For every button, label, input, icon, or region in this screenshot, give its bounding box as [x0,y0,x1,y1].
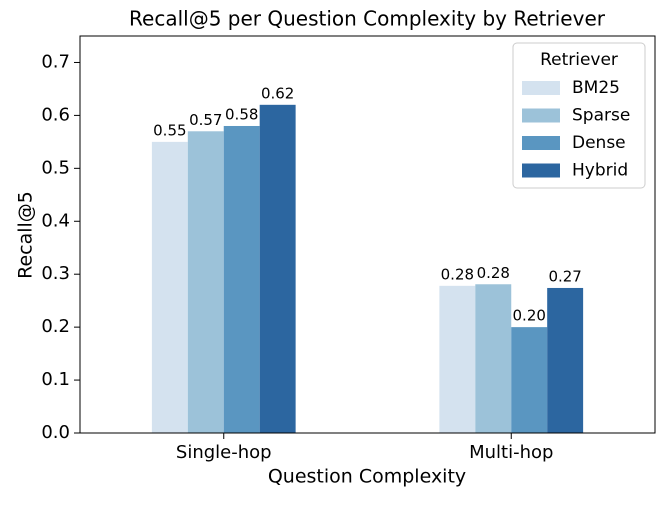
y-tick-label: 0.4 [41,210,70,231]
y-axis-label: Recall@5 [15,191,37,279]
bar [151,141,188,433]
y-tick-label: 0.6 [41,104,70,125]
bar [547,287,584,433]
x-tick-label: Single-hop [176,442,272,463]
y-tick-label: 0.1 [41,369,70,390]
y-tick-label: 0.3 [41,263,70,284]
legend-label: BM25 [572,78,620,98]
value-label: 0.55 [153,121,186,139]
value-label: 0.28 [441,265,474,283]
legend-label: Dense [572,133,626,153]
bar [259,104,296,434]
value-label: 0.62 [261,84,294,102]
value-label: 0.58 [225,105,258,123]
axes-frame [79,35,656,434]
x-axis-label: Question Complexity [268,466,466,488]
legend-swatch [522,108,560,123]
bar [511,327,548,433]
bar [439,285,476,433]
x-tick-label: Multi-hop [469,442,553,463]
bar [223,125,260,433]
legend-title: Retriever [540,50,618,70]
legend-swatch [522,163,560,178]
y-tick-label: 0.2 [41,316,70,337]
bar [475,284,512,433]
chart-title: Recall@5 per Question Complexity by Retr… [129,7,606,31]
y-tick-label: 0.0 [41,422,70,443]
value-label: 0.57 [189,111,222,129]
value-label: 0.28 [477,264,510,282]
y-tick-label: 0.5 [41,157,70,178]
value-label: 0.27 [548,267,581,285]
y-tick-label: 0.7 [41,51,70,72]
legend-box [512,42,646,189]
value-label: 0.20 [513,307,546,325]
legend-label: Sparse [572,106,630,126]
legend-label: Hybrid [572,161,628,181]
legend-swatch [522,136,560,150]
bar [187,131,224,433]
legend-swatch [522,81,560,95]
